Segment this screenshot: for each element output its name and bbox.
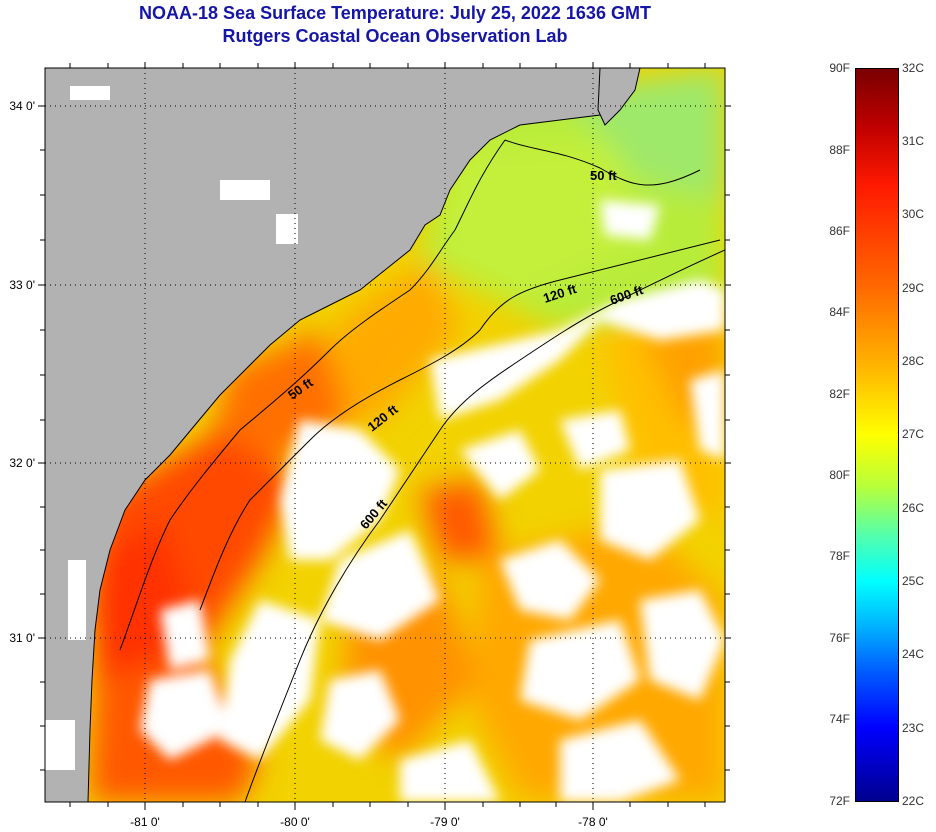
lat-label-32: 32 0' xyxy=(9,456,35,470)
cb-c-24: 24C xyxy=(902,647,925,661)
land-cloud-patches xyxy=(45,86,298,770)
cb-f-76: 76F xyxy=(829,631,850,645)
cloud-cover xyxy=(140,200,725,802)
cb-f-78: 78F xyxy=(829,549,850,563)
map-frame xyxy=(44,67,726,803)
lon-label-81: -81 0' xyxy=(130,815,160,829)
map-subtitle: Rutgers Coastal Ocean Observation Lab xyxy=(222,26,568,46)
cb-c-23: 23C xyxy=(902,721,925,735)
cb-c-28: 28C xyxy=(902,354,925,368)
land-sliver xyxy=(597,68,641,126)
lat-label-31: 31 0' xyxy=(9,631,35,645)
axis-ticks xyxy=(38,62,731,810)
cb-f-80: 80F xyxy=(829,468,850,482)
cb-c-27: 27C xyxy=(902,427,925,441)
contour-120ft xyxy=(199,239,721,611)
lon-label-79: -79 0' xyxy=(430,815,460,829)
cb-f-84: 84F xyxy=(829,305,850,319)
cb-f-72: 72F xyxy=(829,794,850,808)
contour-50ft xyxy=(119,139,701,651)
lon-label-80: -80 0' xyxy=(280,815,310,829)
land-mass xyxy=(45,68,603,802)
graticule xyxy=(45,68,725,802)
cb-c-30: 30C xyxy=(902,207,925,221)
lat-label-34: 34 0' xyxy=(9,99,35,113)
lon-label-78: -78 0' xyxy=(578,815,608,829)
cb-f-74: 74F xyxy=(829,712,850,726)
contour-600ft xyxy=(244,249,725,802)
cb-f-86: 86F xyxy=(829,224,850,238)
lat-label-33: 33 0' xyxy=(9,278,35,292)
cb-c-29: 29C xyxy=(902,281,925,295)
cb-c-26: 26C xyxy=(902,501,925,515)
cb-f-90: 90F xyxy=(829,61,850,75)
cb-c-25: 25C xyxy=(902,574,925,588)
cb-c-31: 31C xyxy=(902,134,925,148)
cb-f-88: 88F xyxy=(829,143,850,157)
cb-c-22: 22C xyxy=(902,794,925,808)
cb-c-32: 32C xyxy=(902,61,925,75)
temperature-colorbar xyxy=(855,68,899,802)
cb-f-82: 82F xyxy=(829,387,850,401)
contour-label-50ft-north: 50 ft xyxy=(590,168,617,183)
map-title: NOAA-18 Sea Surface Temperature: July 25… xyxy=(139,3,651,23)
